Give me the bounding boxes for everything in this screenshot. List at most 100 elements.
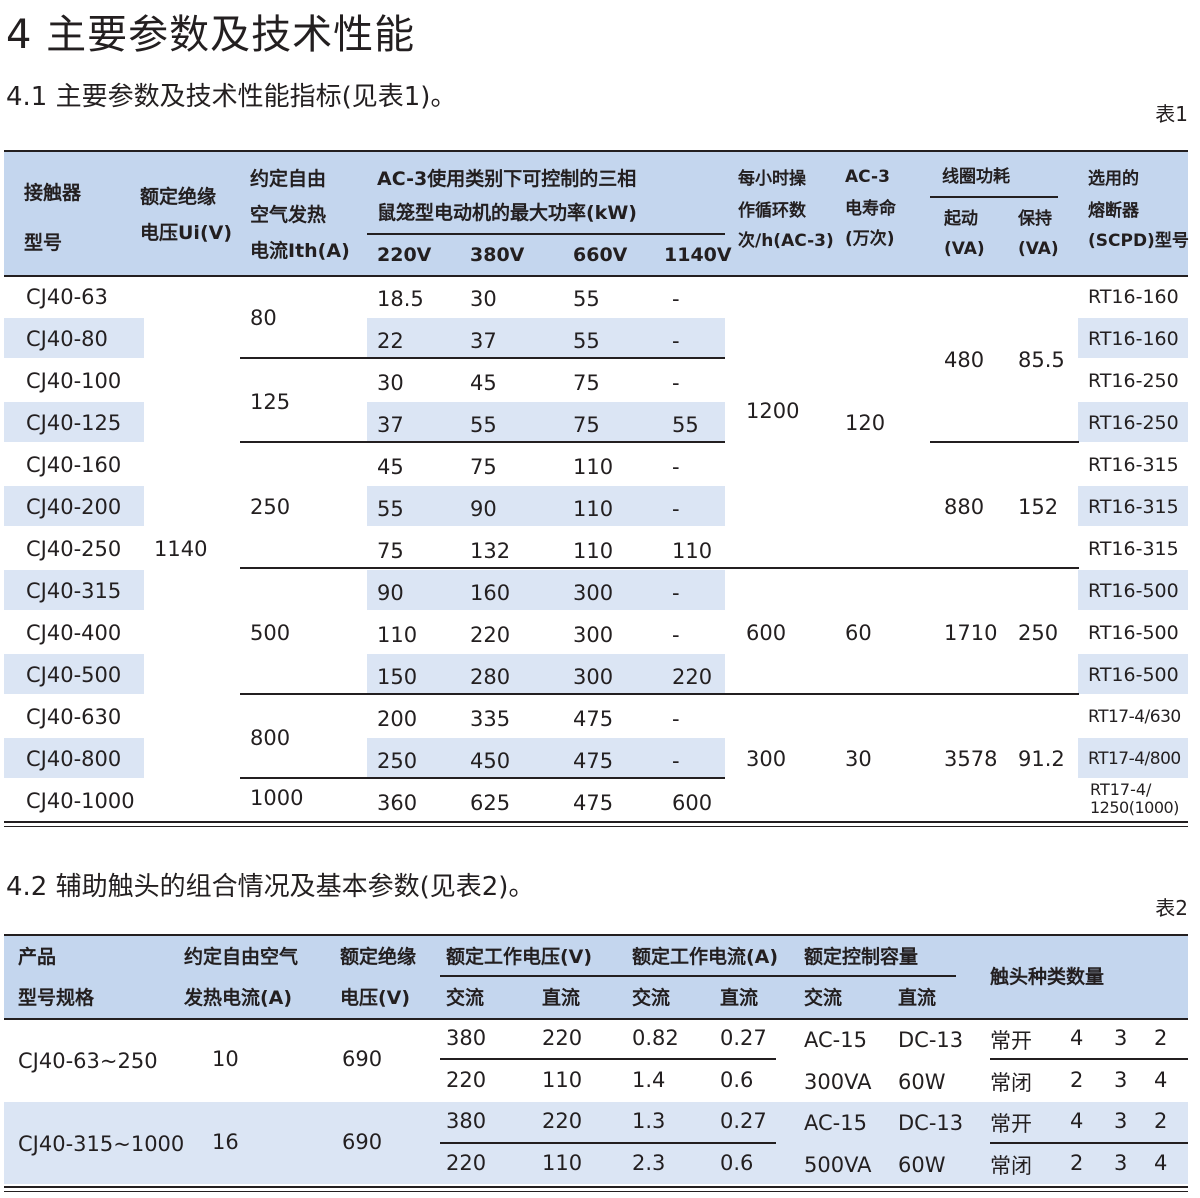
fuse-cell: RT17-4/630 [1088,707,1181,727]
hdr-ith-3: 电流Ith(A) [250,240,350,262]
t2-ie-ac-cell: 1.4 [632,1068,666,1092]
ith-cell: 500 [250,621,291,645]
table1-label: 表1 [1155,102,1188,126]
t2-hdr-model-1: 产品 [18,946,57,968]
power-cell: - [672,371,680,395]
coil-start-cell: 3578 [944,747,998,771]
hdr-coil: 线圈功耗 [942,167,1010,187]
t2-hdr-ue-dc: 直流 [542,987,581,1009]
t2-ue-ac-cell: 220 [446,1151,487,1175]
table1-bottom-rule-2 [4,826,1188,827]
power-cell: 220 [672,665,713,689]
t2-contact-count-cell: 2 [1070,1068,1084,1092]
t2-ue-dc-cell: 220 [542,1109,583,1133]
fuse-cell: RT17-4/ [1090,780,1152,799]
fuse-cell: 1250(1000) [1090,798,1179,817]
hdr-v380: 380V [470,244,525,266]
row-band [4,486,144,526]
t2-cap-dc-cell: 60W [898,1070,946,1094]
t2-ie-dc-cell: 0.6 [720,1068,754,1092]
t2-ue-dc-cell: 110 [542,1151,583,1175]
t2-hdr-ith-2: 发热电流(A) [184,987,293,1009]
table2-bottom-rule-2 [4,1191,1188,1192]
table2-top-rule [4,934,1188,936]
t2-ith-cell: 16 [212,1130,239,1154]
fuse-cell: RT16-500 [1088,580,1179,602]
t2-ue-dc-cell: 110 [542,1068,583,1092]
row-band [367,738,725,778]
table1-bottom-rule [4,821,1188,823]
power-cell: 75 [377,539,404,563]
t2-cap-dc-cell: DC-13 [898,1028,964,1052]
model-cell: CJ40-200 [26,495,122,519]
hdr-life-3: (万次) [845,229,895,249]
row-band [1078,402,1188,442]
t2-row-rule [990,1142,1188,1144]
header-sub-rule [930,196,1058,198]
group-rule [240,441,725,443]
ops-cell: 1200 [746,399,800,423]
ui-cell: 1140 [154,537,208,561]
row-band [1078,738,1188,778]
table2-label: 表2 [1155,896,1188,920]
hdr-power-1: AC-3使用类别下可控制的三相 [377,168,637,190]
t2-contact-type-cell: 常闭 [990,1071,1032,1095]
row-band [367,486,725,526]
power-cell: 30 [470,287,497,311]
row-band [367,402,725,442]
row-band [4,318,144,358]
t2-row-rule [990,1058,1188,1060]
t2-ith-cell: 10 [212,1047,239,1071]
power-cell: 600 [672,791,713,815]
ith-cell: 800 [250,726,291,750]
ops-cell: 600 [746,621,787,645]
power-cell: 75 [573,371,600,395]
model-cell: CJ40-400 [26,621,122,645]
power-cell: - [672,581,680,605]
t2-ie-dc-cell: 0.6 [720,1151,754,1175]
t2-cap-ac-cell: AC-15 [804,1111,867,1135]
table1-header-band [4,152,1188,276]
row-band [367,570,725,610]
hdr-v1140: 1140V [664,244,732,266]
power-cell: 18.5 [377,287,424,311]
power-cell: 475 [573,749,614,773]
hdr-life-1: AC-3 [845,167,890,187]
power-cell: 75 [573,413,600,437]
power-cell: 37 [377,413,404,437]
power-cell: 30 [377,371,404,395]
t2-contact-count-cell: 4 [1070,1026,1084,1050]
table2-header-sub-rule [440,975,956,977]
t2-ui-cell: 690 [342,1130,383,1154]
page-heading: 4 主要参数及技术性能 [6,12,416,58]
hdr-ui-2: 电压Ui(V) [140,222,233,244]
row-band [4,570,144,610]
fuse-cell: RT16-315 [1088,538,1179,560]
t2-row-rule [440,1058,776,1060]
power-cell: 45 [377,455,404,479]
t2-contact-count-cell: 3 [1114,1109,1128,1133]
row-band [4,654,144,694]
t2-hdr-ue-ac: 交流 [446,987,485,1009]
power-cell: 160 [470,581,511,605]
power-cell: 300 [573,665,614,689]
hdr-power-2: 鼠笼型电动机的最大功率(kW) [377,202,637,224]
t2-ie-ac-cell: 2.3 [632,1151,666,1175]
coil-hold-cell: 152 [1018,495,1059,519]
row-band [4,402,144,442]
power-cell: - [672,455,680,479]
t2-cap-ac-cell: AC-15 [804,1028,867,1052]
t2-contact-count-cell: 4 [1070,1109,1084,1133]
hdr-v660: 660V [573,244,628,266]
model-cell: CJ40-1000 [26,789,135,813]
power-cell: 360 [377,791,418,815]
power-cell: 55 [573,287,600,311]
t2-model-cell: CJ40-63~250 [18,1049,158,1073]
fuse-cell: RT17-4/800 [1088,749,1181,769]
life-cell: 60 [845,621,872,645]
power-cell: 90 [470,497,497,521]
header-sub-rule [367,233,725,235]
t2-ue-ac-cell: 220 [446,1068,487,1092]
group-rule [930,441,1079,443]
t2-ue-ac-cell: 380 [446,1026,487,1050]
